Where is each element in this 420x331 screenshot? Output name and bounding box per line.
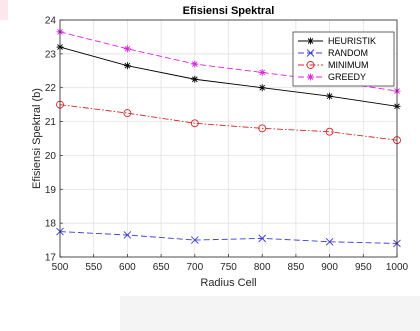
x-axis-label: Radius Cell xyxy=(200,277,256,289)
legend-label-minimum: MINIMUM xyxy=(328,60,369,70)
y-tick-label: 22 xyxy=(45,83,57,94)
series-line-greedy xyxy=(59,31,398,92)
gray-bottom-band xyxy=(120,296,420,331)
x-tick-label: 850 xyxy=(288,262,305,273)
x-tick-label: 1000 xyxy=(386,262,409,273)
data-point-minimum xyxy=(325,127,334,136)
legend-marker-minimum xyxy=(306,61,315,69)
data-point-random xyxy=(325,237,334,246)
x-tick-label: 800 xyxy=(254,262,271,273)
x-tick-label: 900 xyxy=(321,262,338,273)
y-tick-label: 18 xyxy=(45,219,57,230)
series-random xyxy=(56,227,401,248)
y-tick-label: 17 xyxy=(45,253,57,264)
legend-entry-minimum: MINIMUM xyxy=(298,60,369,70)
legend-marker-heuristik xyxy=(307,37,314,45)
y-axis-label: Efisiensi Spektral (b) xyxy=(31,88,43,189)
data-point-minimum xyxy=(123,109,132,118)
series-line-heuristik xyxy=(59,46,398,107)
legend-label-greedy: GREEDY xyxy=(328,72,366,82)
pink-edge-artifact xyxy=(0,0,8,20)
chart-title: Efisiensi Spektral xyxy=(183,5,275,17)
data-point-minimum xyxy=(190,119,199,128)
y-tick-label: 24 xyxy=(45,16,57,27)
axis-ticks: 500 550 600 650 700 750 800 850 900 950 1000 17 18 19… xyxy=(45,16,409,274)
data-point-greedy xyxy=(191,60,199,68)
legend-entry-greedy: GREEDY xyxy=(298,72,366,82)
data-point-greedy xyxy=(123,45,131,53)
y-tick-label: 21 xyxy=(45,117,57,128)
x-tick-label: 700 xyxy=(186,262,203,273)
data-point-heuristik xyxy=(123,62,131,70)
data-point-random xyxy=(123,231,132,239)
series-line-random xyxy=(59,231,398,244)
legend-label-heuristik: HEURISTIK xyxy=(328,36,376,46)
legend: HEURISTIK RANDOM MINIMUM GREEDY xyxy=(292,31,395,87)
series-line-minimum xyxy=(59,104,398,141)
data-point-minimum xyxy=(258,124,267,133)
x-tick-label: 950 xyxy=(355,262,372,273)
legend-marker-greedy xyxy=(307,73,314,81)
x-tick-label: 550 xyxy=(85,262,102,273)
x-tick-label: 650 xyxy=(153,262,170,273)
legend-entry-heuristik: HEURISTIK xyxy=(298,36,376,46)
data-point-greedy xyxy=(258,68,266,76)
legend-marker-random xyxy=(306,49,315,57)
y-tick-label: 19 xyxy=(45,185,57,196)
legend-label-random: RANDOM xyxy=(328,48,368,58)
data-point-random xyxy=(258,234,267,243)
x-tick-label: 600 xyxy=(119,262,136,273)
data-point-heuristik xyxy=(326,92,334,100)
x-tick-label: 750 xyxy=(220,262,237,273)
x-tick-label: 500 xyxy=(52,262,69,273)
data-point-heuristik xyxy=(258,84,266,92)
y-tick-label: 23 xyxy=(45,49,57,60)
y-tick-label: 20 xyxy=(45,151,57,162)
legend-entry-random: RANDOM xyxy=(298,48,368,58)
data-point-heuristik xyxy=(191,75,199,83)
data-point-random xyxy=(190,236,199,244)
